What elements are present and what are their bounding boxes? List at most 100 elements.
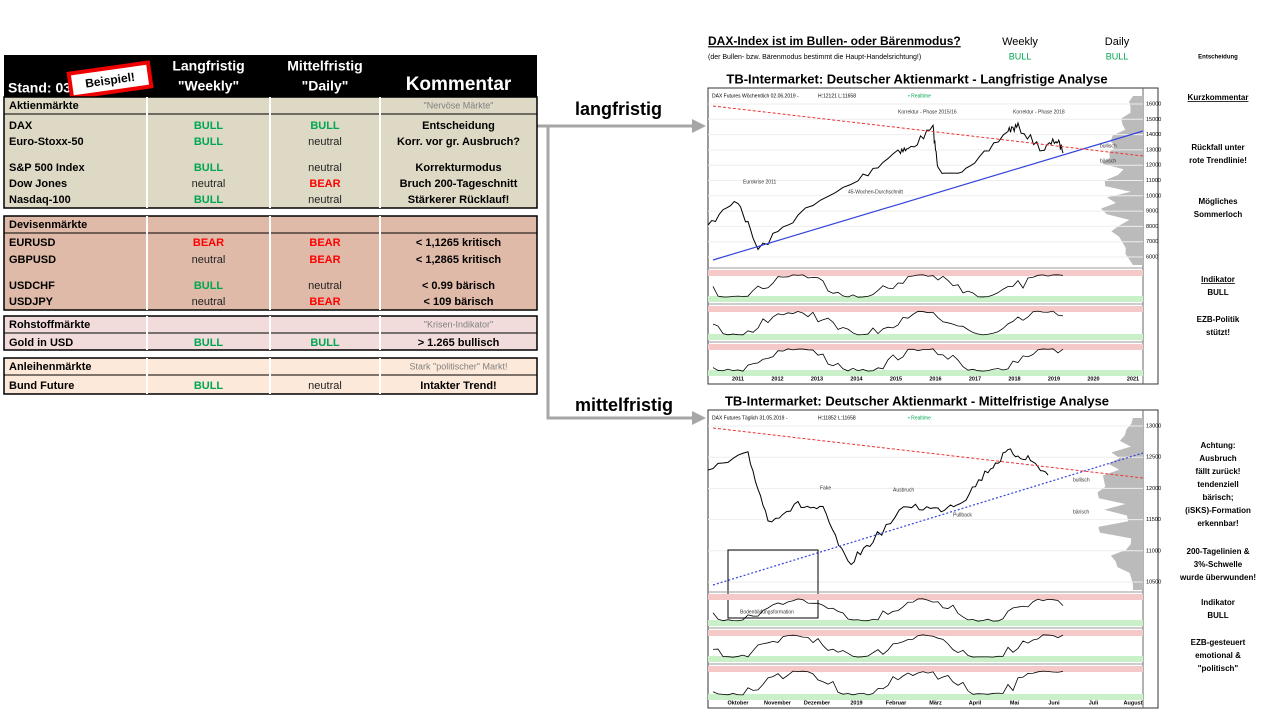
row-weekly: BULL [194, 380, 224, 392]
row-name: USDJPY [9, 296, 54, 308]
trend-line [712, 452, 1144, 586]
row-weekly: neutral [192, 178, 226, 190]
band-top [708, 270, 1143, 276]
side-note: 200-Tagelinien & [1187, 547, 1250, 556]
x-tick-label: 2011 [732, 376, 744, 382]
row-comment: Stärkerer Rücklauf! [408, 194, 510, 206]
mode-decision: Entscheidung [1198, 55, 1238, 61]
volume-profile [1097, 418, 1143, 590]
x-tick-label: 2012 [771, 376, 783, 382]
mode-weekly-value: BULL [1009, 51, 1032, 61]
x-tick-label: 2020 [1087, 376, 1099, 382]
side-note: Rückfall unter [1191, 143, 1244, 152]
header-weekly: "Weekly" [178, 78, 239, 94]
y-tick-label: 15000 [1146, 117, 1161, 123]
annotation: Korrektur - Phase 2018 [1013, 109, 1065, 115]
row-weekly: BEAR [193, 237, 224, 249]
indicator-line [712, 348, 1064, 372]
mode-daily: Daily [1105, 36, 1130, 48]
row-name: Dow Jones [9, 178, 67, 190]
side-note: Mögliches [1198, 197, 1238, 206]
band-top [708, 344, 1143, 350]
band-top [708, 666, 1143, 672]
row-name: Euro-Stoxx-50 [9, 136, 84, 148]
y-tick-label: 13000 [1146, 147, 1161, 153]
side-note: erkennbar! [1197, 519, 1238, 528]
side-note: BULL [1207, 611, 1228, 620]
row-daily: BEAR [309, 237, 340, 249]
row-name: S&P 500 Index [9, 162, 85, 174]
row-daily: neutral [308, 136, 342, 148]
side-note: wurde überwunden! [1179, 573, 1256, 582]
realtime: • Realtime [908, 415, 931, 421]
annotation: Korrektur - Phase 2015/16 [898, 109, 957, 115]
row-comment: > 1.265 bullisch [418, 337, 500, 349]
x-tick-label: 2015 [890, 376, 902, 382]
annotation: bärisch [1100, 158, 1116, 164]
y-tick-label: 14000 [1146, 132, 1161, 138]
band-bottom [708, 296, 1143, 302]
row-daily: BEAR [309, 254, 340, 266]
annotation: 45-Wochen-Durchschnitt [848, 189, 904, 195]
y-tick-label: 12000 [1146, 486, 1161, 492]
chart-range: H:12121 L:11658 [818, 93, 856, 99]
indicator-line [712, 634, 1064, 658]
row-name: GBPUSD [9, 254, 56, 266]
section-title: Anleihenmärkte [9, 361, 92, 373]
mode-weekly: Weekly [1002, 36, 1038, 48]
row-weekly: BULL [194, 136, 224, 148]
y-tick-label: 13000 [1146, 423, 1161, 429]
row-comment: Intakter Trend! [420, 380, 496, 392]
header-daily: Mittelfristig [287, 58, 362, 74]
y-tick-label: 12000 [1146, 163, 1161, 169]
side-note: Indikator [1201, 598, 1235, 607]
row-weekly: BULL [194, 120, 224, 132]
side-note: Kurzkommentar [1188, 93, 1249, 102]
row-name: DAX [9, 120, 33, 132]
side-note: rote Trendlinie! [1189, 156, 1247, 165]
band-top [708, 630, 1143, 636]
y-tick-label: 11500 [1146, 517, 1161, 523]
y-tick-label: 9000 [1146, 209, 1158, 215]
x-tick-label: 2016 [929, 376, 941, 382]
chart-long: TB-Intermarket: Deutscher Aktienmarkt - … [707, 71, 1161, 385]
row-weekly: BULL [194, 162, 224, 174]
row-name: Nasdaq-100 [9, 194, 71, 206]
side-note: 3%-Schwelle [1194, 560, 1243, 569]
x-tick-label: Februar [886, 700, 907, 706]
row-name: Gold in USD [9, 337, 73, 349]
annotation: Fake [820, 485, 831, 491]
row-comment: Bruch 200-Tageschnitt [400, 178, 518, 190]
band-bottom [708, 370, 1143, 376]
side-note: stützt! [1206, 328, 1230, 337]
annotation: Eurokrise 2011 [743, 179, 776, 185]
x-tick-label: März [929, 700, 942, 706]
chart-mid: TB-Intermarket: Deutscher Aktienmarkt - … [707, 393, 1161, 709]
mode-daily-value: BULL [1106, 51, 1129, 61]
x-tick-label: 2019 [1048, 376, 1060, 382]
row-comment: < 0.99 bärisch [422, 280, 495, 292]
y-tick-label: 16000 [1146, 101, 1161, 107]
side-note: EZB-Politik [1197, 315, 1240, 324]
row-daily: BEAR [309, 178, 340, 190]
indicator-line [712, 274, 1064, 298]
price-line [707, 448, 1049, 566]
section-title: Rohstoffmärkte [9, 319, 90, 331]
section-note: "Nervöse Märkte" [424, 100, 494, 110]
row-comment: Korrekturmodus [415, 162, 501, 174]
band-bottom [708, 620, 1143, 626]
arrow-label: mittelfristig [575, 395, 673, 415]
row-daily: neutral [308, 380, 342, 392]
chart-title: TB-Intermarket: Deutscher Aktienmarkt - … [725, 393, 1109, 408]
header-daily: "Daily" [302, 78, 349, 94]
side-note: bärisch; [1202, 493, 1233, 502]
x-tick-label: August [1124, 700, 1143, 706]
x-tick-label: Oktober [727, 700, 749, 706]
row-comment: Entscheidung [422, 120, 495, 132]
x-tick-label: 2021 [1127, 376, 1139, 382]
x-tick-label: 2013 [811, 376, 823, 382]
indicator-line [712, 670, 1064, 696]
y-tick-label: 11000 [1146, 548, 1161, 554]
x-tick-label: November [764, 700, 792, 706]
trend-line [712, 427, 1144, 479]
